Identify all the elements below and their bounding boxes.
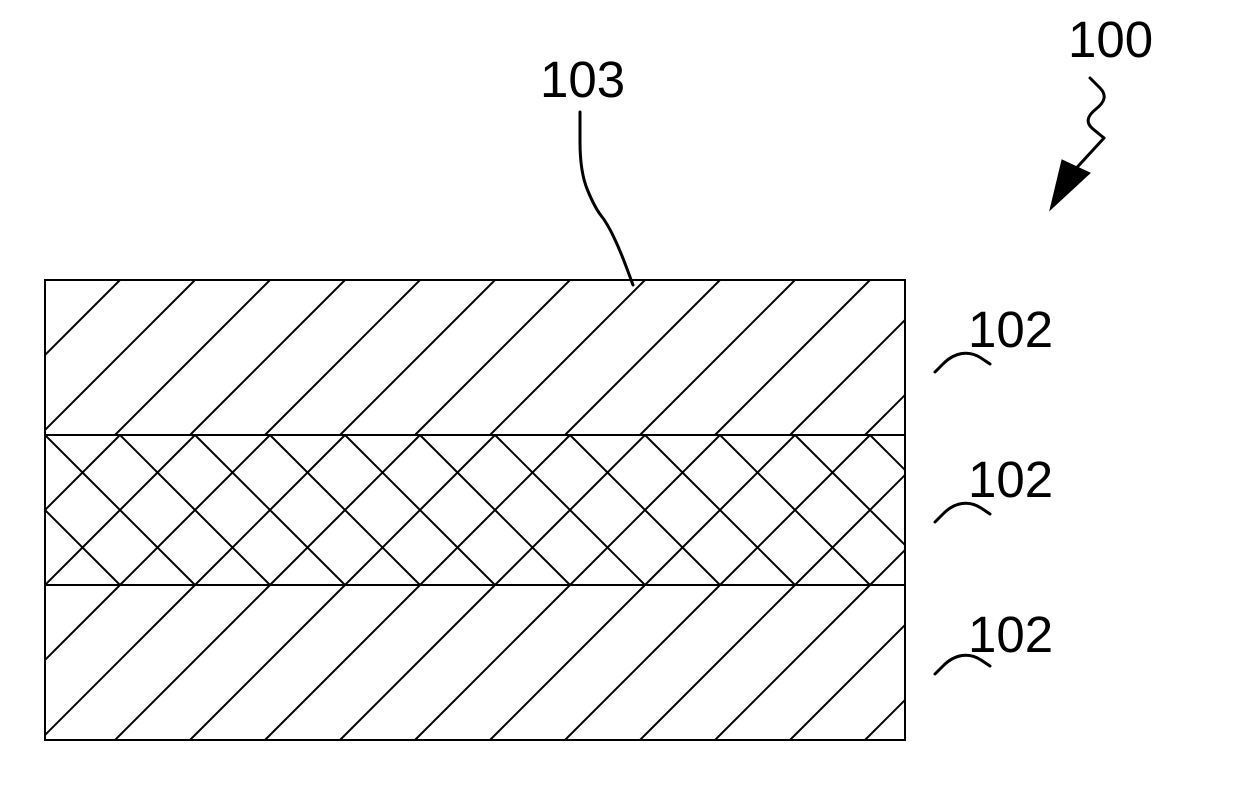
diagram-canvas: 100 103 102 102 102 bbox=[0, 0, 1239, 790]
diagram-svg bbox=[0, 0, 1239, 790]
